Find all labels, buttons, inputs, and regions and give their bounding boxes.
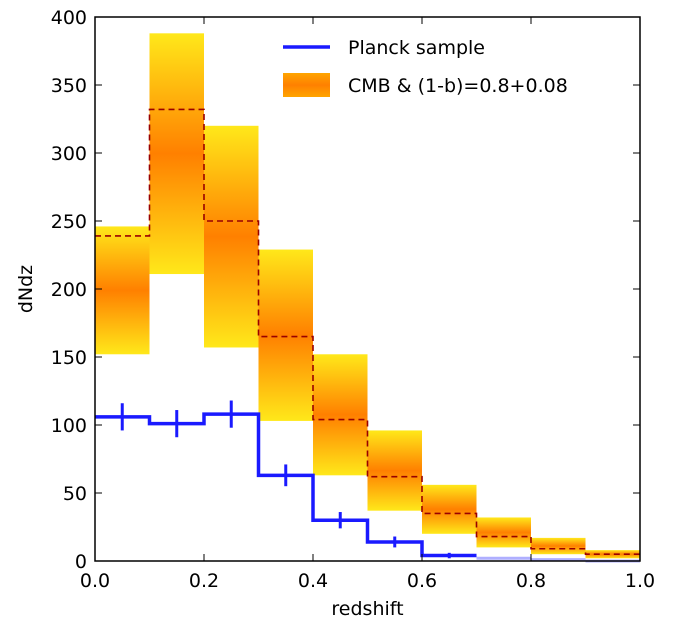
cmb-band-9 xyxy=(585,550,640,559)
cmb-band-0 xyxy=(95,226,150,355)
y-tick-label-8: 400 xyxy=(51,7,87,29)
legend-label-cmb: CMB & (1-b)=0.8+0.08 xyxy=(348,75,568,97)
y-tick-label-4: 200 xyxy=(51,279,87,301)
cmb-mean-lines xyxy=(95,108,640,555)
cmb-band-6 xyxy=(422,484,477,534)
y-tick-label-6: 300 xyxy=(51,143,87,165)
y-ticks: 0 50 100 150 200 250 300 350 400 xyxy=(51,7,640,573)
cmb-band-2 xyxy=(204,125,259,348)
cmb-band-3 xyxy=(258,249,313,421)
y-tick-label-5: 250 xyxy=(51,211,87,233)
x-ticks: 0.0 0.2 0.4 0.6 0.8 1.0 xyxy=(80,17,655,592)
cmb-band-7 xyxy=(476,517,531,548)
cmb-band-4 xyxy=(313,354,368,476)
plot-frame xyxy=(94,16,641,562)
x-tick-label-2: 0.4 xyxy=(298,570,328,592)
cmb-band-8 xyxy=(531,537,586,555)
cmb-bands xyxy=(95,33,640,559)
x-tick-label-5: 1.0 xyxy=(625,570,655,592)
cmb-mean-line xyxy=(95,108,640,555)
x-tick-label-4: 0.8 xyxy=(516,570,546,592)
x-tick-label-3: 0.6 xyxy=(407,570,437,592)
cmb-band-1 xyxy=(149,33,204,275)
y-tick-label-1: 50 xyxy=(63,483,87,505)
y-tick-label-7: 350 xyxy=(51,75,87,97)
x-axis-label: redshift xyxy=(331,598,403,620)
x-tick-label-0: 0.0 xyxy=(80,570,110,592)
y-tick-label-0: 0 xyxy=(75,551,87,573)
y-tick-label-2: 100 xyxy=(51,415,87,437)
y-tick-label-3: 150 xyxy=(51,347,87,369)
legend-label-planck: Planck sample xyxy=(348,37,485,59)
legend-swatch-cmb xyxy=(283,73,330,97)
y-axis-label: dNdz xyxy=(15,265,37,313)
cmb-band-5 xyxy=(367,430,422,511)
legend: Planck sample CMB & (1-b)=0.8+0.08 xyxy=(283,37,568,97)
x-tick-label-1: 0.2 xyxy=(189,570,219,592)
